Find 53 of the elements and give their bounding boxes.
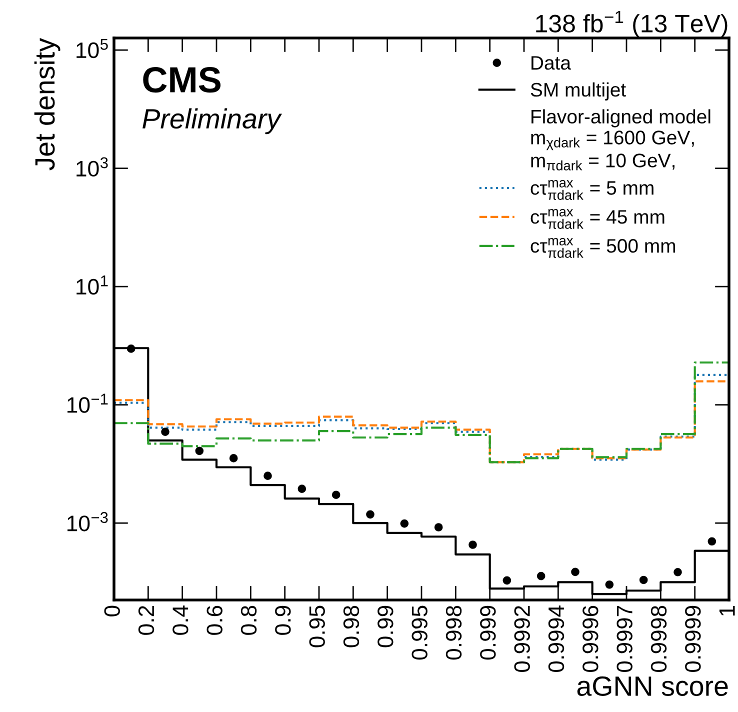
x-tick-label: 0.998 (446, 606, 462, 660)
y-tick-label: 10$^{5}$ (76, 39, 108, 58)
legend-label: Data (532, 56, 572, 70)
annotation: CMS (143, 67, 221, 93)
x-tick-label: 0.9 (275, 606, 291, 635)
x-tick-label: 0.98 (343, 606, 360, 648)
y-tick-label: 10$^{−3}$ (68, 512, 108, 532)
y-tick-label: 10$^{−1}$ (68, 394, 108, 413)
x-tick-label: 0.9994 (548, 606, 564, 672)
point (366, 510, 374, 519)
point (639, 576, 648, 584)
point (468, 540, 477, 549)
point (605, 580, 614, 589)
legend-label: cτ$^{max}$$_{πdark}$ = 500 mm (530, 238, 676, 258)
legend-label: cτ$^{max}$$_{πdark}$ = 45 mm (530, 208, 664, 229)
point (674, 568, 682, 576)
x-tick-label: 0.9999 (685, 606, 701, 672)
point (161, 428, 170, 436)
x-tick-label: 0.9997 (616, 606, 632, 672)
x-tick-label: 0.99 (378, 606, 394, 648)
point (298, 484, 306, 493)
point (434, 523, 443, 532)
legend-label: cτ$^{max}$$_{πdark}$ = 5 mm (530, 180, 654, 200)
point (502, 576, 512, 585)
x-tick-label: 0.9992 (514, 606, 530, 672)
x-axis-title: aGNN score (577, 676, 728, 696)
y-tick-label: 10$^{3}$ (76, 157, 108, 177)
legend-label: SM multijet (530, 82, 626, 100)
x-tick-label: 0.95 (309, 606, 325, 648)
point (708, 537, 716, 546)
text: Flavor-aligned model m$_{χdark}$ = 1600 GeV, m$_{πdark}$ = 10 GeV, (531, 109, 710, 170)
x-tick-label: 0.995 (412, 606, 428, 660)
x-tick-label: 0.6 (206, 606, 222, 635)
x-tick-label: 0.8 (240, 606, 257, 635)
x-tick-label: 0.4 (172, 606, 188, 635)
y-axis-title: Jet density (34, 38, 60, 170)
annotation: Preliminary (142, 108, 282, 134)
x-tick-label: 1 (719, 606, 735, 616)
point (536, 572, 546, 580)
x-tick-label: 0.2 (138, 606, 154, 635)
y-tick-label: 10$^{1}$ (76, 276, 108, 295)
point (229, 454, 238, 462)
x-tick-label: 0 (104, 606, 120, 616)
x-tick-label: 0.9998 (650, 606, 667, 672)
point (264, 472, 272, 480)
point (332, 490, 340, 500)
point (195, 446, 204, 456)
point (400, 519, 409, 528)
x-tick-label: 0.9996 (582, 606, 598, 672)
chart-title: 138 fb$^{−1}$ (13 TeV) (536, 10, 728, 38)
point (126, 344, 136, 353)
point (571, 568, 580, 576)
x-tick-label: 0.999 (480, 606, 496, 660)
